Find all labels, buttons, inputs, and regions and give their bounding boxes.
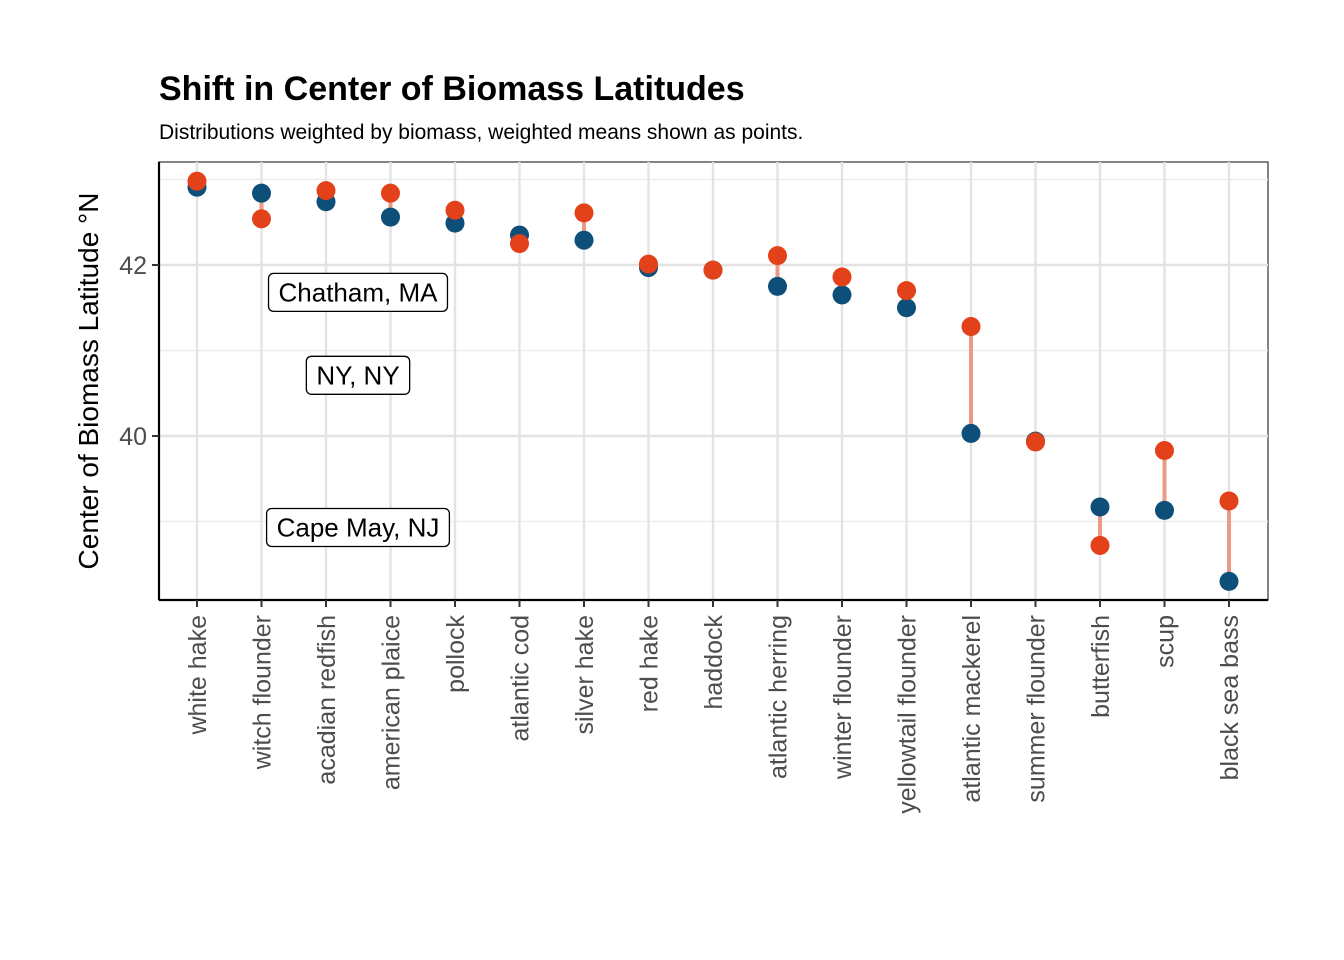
x-tick-label: summer flounder (1023, 615, 1051, 803)
point-series-1 (768, 276, 787, 296)
annotation-label: NY, NY (316, 360, 399, 390)
point-series-2 (768, 246, 787, 266)
point-series-2 (187, 171, 207, 191)
annotation-box (265, 507, 451, 548)
annotation-box (267, 272, 449, 313)
point-series-1 (1090, 497, 1110, 517)
point-series-2 (639, 254, 658, 274)
point-series-1 (574, 230, 594, 250)
point-series-2 (1219, 491, 1239, 511)
annotation-label: Cape May, NJ (277, 512, 440, 542)
point-series-2 (252, 209, 271, 229)
point-series-2 (316, 181, 336, 201)
location-annotations: Chatham, MA NY, NY Cape May, NJ (265, 272, 451, 548)
point-series-2 (897, 281, 916, 301)
x-tick-label: atlantic cod (507, 615, 535, 741)
x-tick-label: red hake (636, 615, 664, 712)
y-axis-title: Center of Biomass Latitude °N (73, 193, 104, 570)
x-tick-label: haddock (700, 615, 728, 710)
point-series-1 (961, 423, 981, 443)
point-series-1 (1155, 500, 1174, 520)
y-tick-label: 40 (119, 423, 147, 451)
data-points (187, 171, 1239, 591)
x-tick-label: scup (1152, 615, 1180, 668)
x-tick-label: atlantic mackerel (958, 615, 986, 803)
point-series-1 (252, 183, 271, 203)
x-tick-label: black sea bass (1216, 615, 1244, 780)
point-series-2 (832, 267, 852, 287)
point-series-2 (961, 317, 981, 337)
point-series-2 (381, 183, 400, 203)
point-series-1 (381, 207, 400, 227)
x-tick-label: silver hake (571, 615, 599, 735)
x-tick-label: acadian redfish (313, 615, 341, 785)
x-tick-label: white hake (184, 615, 212, 736)
point-series-2 (1155, 441, 1174, 461)
point-series-1 (832, 285, 852, 305)
annotation-label: Chatham, MA (279, 277, 439, 307)
x-tick-label: yellowtail flounder (894, 615, 922, 814)
point-series-1 (1219, 571, 1239, 591)
x-tick-label: pollock (442, 615, 470, 693)
x-tick-label: american plaice (378, 615, 406, 790)
annotation-box (305, 355, 411, 395)
point-series-2 (510, 234, 529, 254)
point-series-2 (703, 260, 723, 280)
point-series-2 (1026, 432, 1045, 452)
x-tick-label: atlantic herring (765, 615, 793, 779)
point-series-2 (1090, 535, 1110, 555)
point-series-2 (574, 203, 594, 223)
y-tick-label: 42 (119, 252, 147, 280)
x-tick-label: witch flounder (249, 615, 277, 770)
x-tick-label: winter flounder (829, 615, 857, 780)
point-series-1 (897, 298, 916, 318)
x-tick-label: butterfish (1087, 615, 1115, 718)
chart-subtitle: Distributions weighted by biomass, weigh… (159, 121, 804, 144)
chart-title: Shift in Center of Biomass Latitudes (159, 70, 745, 108)
point-series-2 (445, 200, 465, 220)
axes: 40 42 white hake witch flounder acadian redf… (119, 162, 1268, 814)
